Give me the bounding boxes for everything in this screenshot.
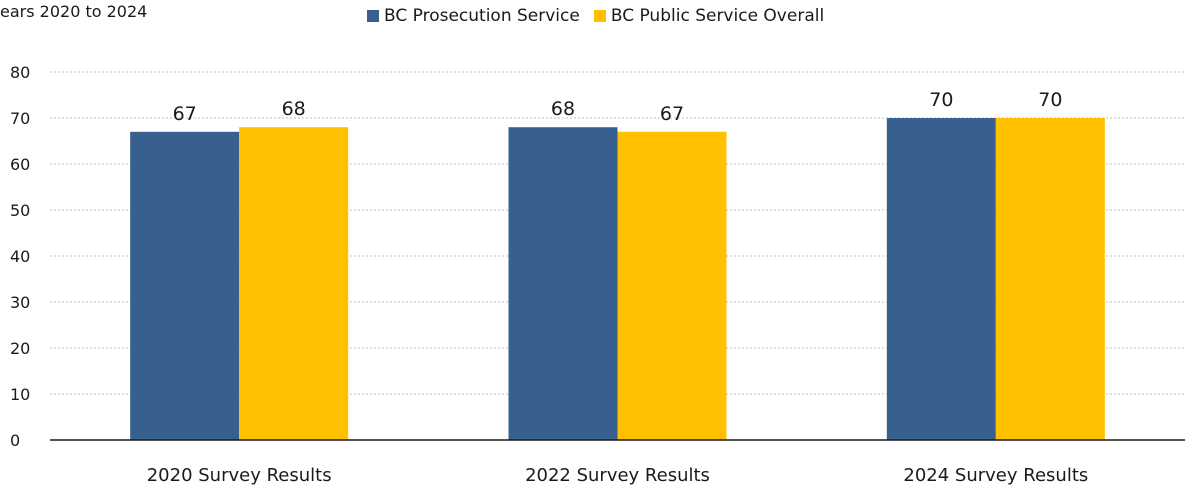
data-label-2-series-0: 70 xyxy=(929,89,953,111)
legend-swatch-series-0 xyxy=(367,10,379,22)
legend-item-series-1: BC Public Service Overall xyxy=(593,6,825,26)
x-category-label-1: 2022 Survey Results xyxy=(525,465,710,486)
data-label-0-series-0: 67 xyxy=(173,103,197,125)
bar-2-series-0 xyxy=(886,118,996,440)
y-tick-label-20: 20 xyxy=(10,339,30,358)
data-label-2-series-1: 70 xyxy=(1038,89,1062,111)
legend-item-series-0: BC Prosecution Service xyxy=(367,6,580,26)
bar-1-series-0 xyxy=(508,127,618,440)
legend: BC Prosecution Service BC Public Service… xyxy=(367,6,838,26)
y-tick-label-70: 70 xyxy=(10,109,30,128)
data-label-0-series-1: 68 xyxy=(282,98,306,120)
data-label-1-series-0: 68 xyxy=(551,98,575,120)
y-tick-label-10: 10 xyxy=(10,385,30,404)
legend-swatch-series-1 xyxy=(593,10,606,22)
bar-0-series-0 xyxy=(130,131,240,441)
bar-1-series-1 xyxy=(617,131,727,441)
chart-subtitle: ears 2020 to 2024 xyxy=(0,2,148,21)
y-tick-label-60: 60 xyxy=(10,155,30,174)
bar-2-series-1 xyxy=(995,118,1105,440)
bar-0-series-1 xyxy=(239,127,349,440)
legend-label-series-0: BC Prosecution Service xyxy=(384,6,580,26)
y-tick-label-0: 0 xyxy=(10,431,20,450)
y-tick-label-80: 80 xyxy=(10,63,30,82)
y-tick-label-50: 50 xyxy=(10,201,30,220)
x-category-label-2: 2024 Survey Results xyxy=(903,465,1088,486)
data-label-1-series-1: 67 xyxy=(660,103,684,125)
x-category-label-0: 2020 Survey Results xyxy=(147,465,332,486)
y-tick-label-30: 30 xyxy=(10,293,30,312)
legend-label-series-1: BC Public Service Overall xyxy=(610,6,825,26)
y-tick-label-40: 40 xyxy=(10,247,30,266)
